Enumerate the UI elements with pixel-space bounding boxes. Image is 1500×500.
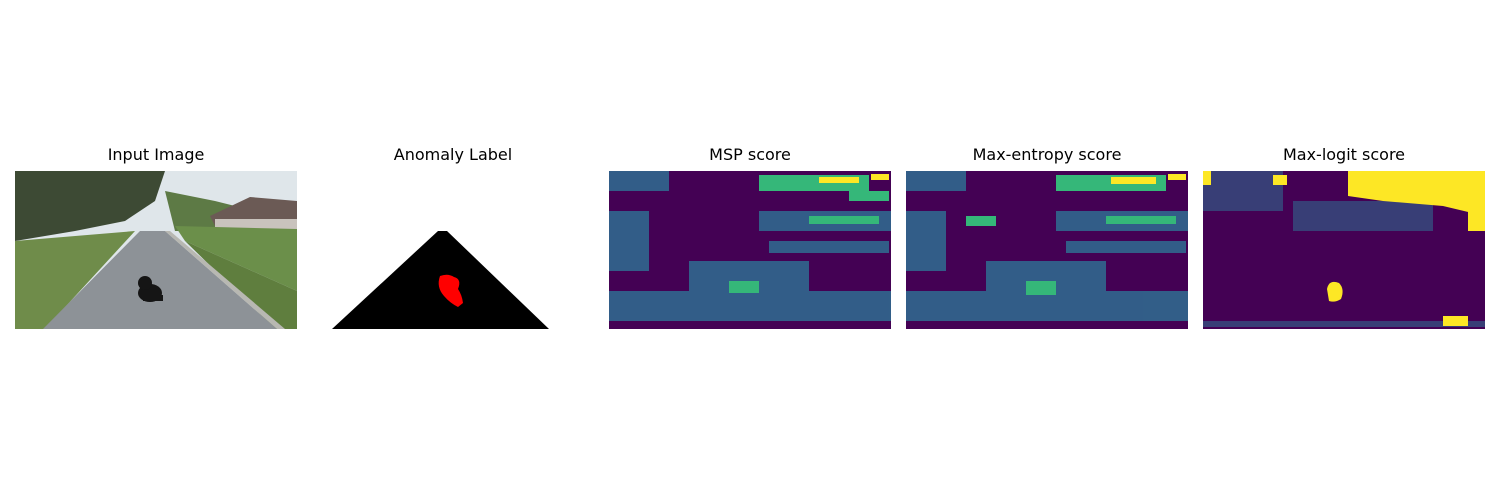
- panel-title-max-logit-score: Max-logit score: [1282, 145, 1406, 164]
- input-image: [15, 171, 297, 329]
- max-logit-score-heatmap: [1203, 171, 1485, 329]
- input-image-panel: [15, 171, 297, 329]
- anomaly-region: [438, 274, 463, 307]
- msp-score-panel: [609, 171, 891, 329]
- panel-title-msp-score: MSP score: [709, 145, 791, 164]
- max-entropy-score-panel: [906, 171, 1188, 329]
- anomaly-label-panel: [312, 171, 594, 329]
- msp-score-heatmap: [609, 171, 891, 329]
- max-entropy-score-heatmap: [906, 171, 1188, 329]
- panel-title-input-image: Input Image: [107, 145, 205, 164]
- panel-title-anomaly-label: Anomaly Label: [393, 145, 513, 164]
- anomaly-label-mask: [312, 171, 594, 329]
- panel-title-max-entropy-score: Max-entropy score: [972, 145, 1122, 164]
- max-logit-score-panel: [1203, 171, 1485, 329]
